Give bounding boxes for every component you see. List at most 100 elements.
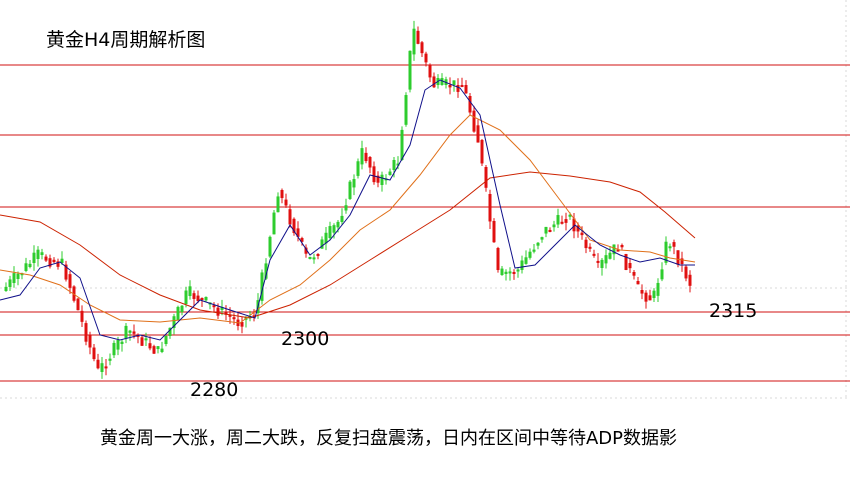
candle-body <box>364 152 368 162</box>
candle-body <box>28 263 32 267</box>
ma-long <box>0 171 696 319</box>
candle-body <box>552 224 556 228</box>
candle-body <box>156 346 160 350</box>
candle-body <box>680 258 684 265</box>
candle-body <box>76 298 80 311</box>
candle-body <box>568 214 572 217</box>
candle-body <box>176 306 180 320</box>
candle-body <box>60 258 64 263</box>
candle-body <box>668 246 672 249</box>
candle-body <box>352 179 356 188</box>
candle-body <box>372 166 376 183</box>
candle-body <box>392 159 396 170</box>
candle-body <box>556 215 560 225</box>
candle-body <box>348 181 352 199</box>
candle-body <box>528 251 532 258</box>
candle-body <box>124 325 128 339</box>
candle-body <box>4 286 8 291</box>
candle-body <box>164 335 168 344</box>
candle-body <box>652 290 656 298</box>
candle-body <box>140 337 144 346</box>
candle-body <box>524 257 528 264</box>
ma-mid <box>0 114 696 324</box>
candle-body <box>52 259 56 263</box>
candle-body <box>508 271 512 274</box>
candle-body <box>640 290 644 294</box>
candle-body <box>320 239 324 249</box>
candle-body <box>644 292 648 302</box>
ma-short <box>0 79 695 341</box>
candle-body <box>112 342 116 356</box>
candle-body <box>584 239 588 249</box>
candle-body <box>8 279 12 287</box>
candle-body <box>64 264 68 280</box>
candle-body <box>100 363 104 372</box>
candle-body <box>32 252 36 263</box>
candle-body <box>672 242 676 247</box>
candle-body <box>188 286 192 296</box>
candle-body <box>532 249 536 252</box>
candle-body <box>196 295 200 302</box>
candle-body <box>676 250 680 265</box>
candle-body <box>376 175 380 183</box>
candle-body <box>192 293 196 299</box>
candle-body <box>180 305 184 312</box>
candle-body <box>324 232 328 244</box>
candle-body <box>500 268 504 275</box>
candle-body <box>68 274 72 288</box>
candle-body <box>152 346 156 354</box>
candle-body <box>24 263 28 271</box>
candle-body <box>172 316 176 328</box>
candle-body <box>356 161 360 176</box>
candle-body <box>588 246 592 249</box>
caption: 黄金周一大涨，周二大跌，反复扫盘震荡，日内在区间中等待ADP数据影 <box>100 428 677 449</box>
candle-body <box>316 254 320 256</box>
candle-body <box>468 96 472 113</box>
candle-body <box>120 341 124 344</box>
candle-body <box>268 236 272 257</box>
candle-body <box>496 248 500 271</box>
candle-body <box>240 322 244 327</box>
candle-body <box>464 85 468 94</box>
candle-body <box>576 225 580 232</box>
level-label: 2315 <box>709 300 757 322</box>
candle-body <box>480 140 484 164</box>
candle-body <box>420 42 424 54</box>
candle-body <box>400 129 404 160</box>
frame-grid <box>0 0 850 399</box>
candle-body <box>264 263 268 279</box>
candle-body <box>628 263 632 269</box>
candle-body <box>592 253 596 256</box>
candle-body <box>184 290 188 304</box>
candle-body <box>144 338 148 341</box>
candle-body <box>380 174 384 185</box>
candle-body <box>428 65 432 78</box>
candle-body <box>220 307 224 310</box>
candle-body <box>632 272 636 276</box>
candle-body <box>388 171 392 175</box>
candle-body <box>608 252 612 259</box>
candle-body <box>432 76 436 88</box>
candle-body <box>72 286 76 301</box>
candle-body <box>656 282 660 296</box>
candle-body <box>312 257 316 260</box>
candle-body <box>488 194 492 222</box>
candle-body <box>600 259 604 268</box>
candle-body <box>304 247 308 254</box>
candle-body <box>292 218 296 234</box>
candle-body <box>664 241 668 263</box>
candle-body <box>132 331 136 334</box>
candle-body <box>620 245 624 248</box>
candle-body <box>536 242 540 246</box>
candle-body <box>648 295 652 301</box>
candle-body <box>396 163 400 166</box>
candle-body <box>520 260 524 270</box>
candle-body <box>408 50 412 90</box>
candle-body <box>216 307 220 316</box>
candle-body <box>460 85 464 87</box>
candle-body <box>280 190 284 199</box>
candle-body <box>604 255 608 264</box>
level-label: 2300 <box>281 328 329 350</box>
candle-body <box>128 330 132 333</box>
